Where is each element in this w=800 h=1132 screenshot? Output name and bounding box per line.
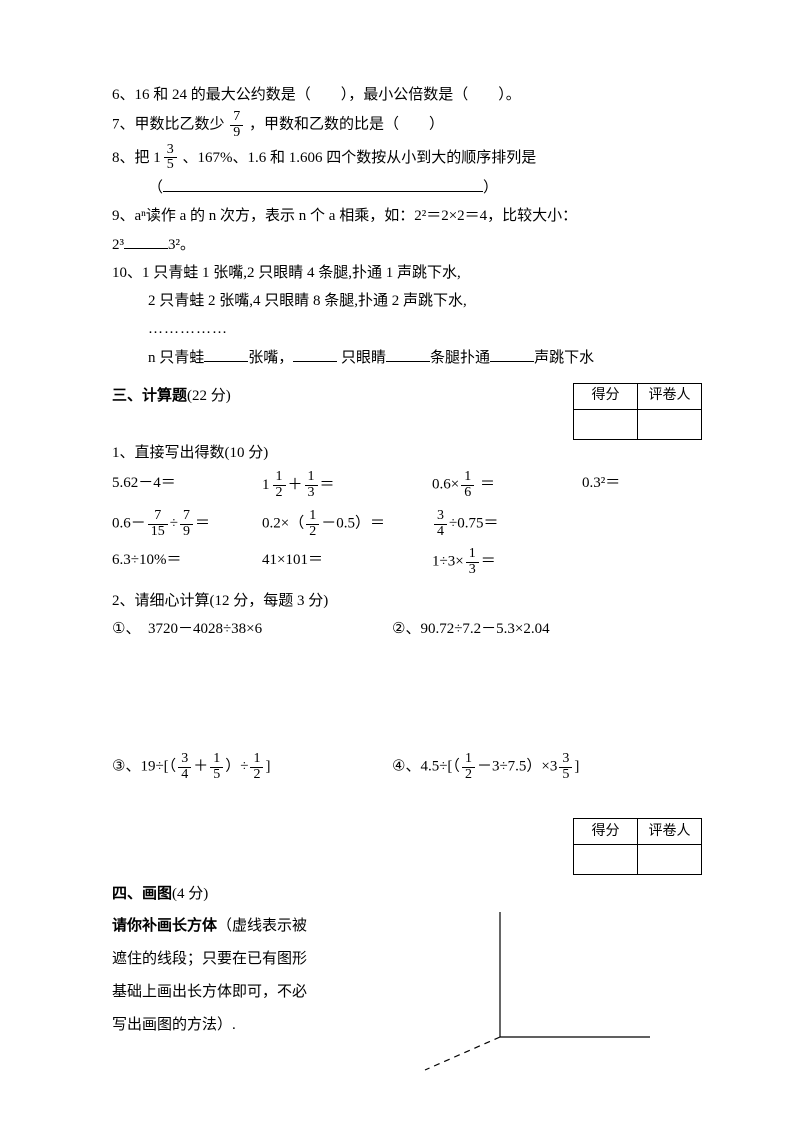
sec3-pts: (22 分) — [187, 388, 231, 404]
text: 0.3²＝ — [582, 475, 620, 491]
grader-label: 评卷人 — [638, 383, 702, 409]
cuboid-diagram — [420, 907, 650, 1072]
question-7: 7、甲数比乙数少 7 9 ，甲数和乙数的比是（ ） — [112, 110, 702, 140]
calc-a2: 112＋13＝ — [262, 470, 432, 501]
question-9-blank: 2³ 3²。 — [112, 232, 702, 258]
grader-cell[interactable] — [638, 409, 702, 439]
grader-cell[interactable] — [638, 845, 702, 875]
calc-c4 — [582, 547, 672, 577]
q8-mixed: 1 3 5 — [153, 143, 179, 173]
text: ②、90.72÷7.2－5.3×2.04 — [392, 621, 550, 637]
text: 遮住的线段；只要在已有图形 — [112, 951, 307, 967]
blank-input[interactable] — [124, 234, 168, 249]
calc-b2: 0.2×（12－0.5）＝ — [262, 509, 432, 539]
score-label: 得分 — [574, 819, 638, 845]
calc-a3: 0.6×16 ＝ — [432, 470, 582, 501]
grader-label: 评卷人 — [638, 819, 702, 845]
q6-text: 6、16 和 24 的最大公约数是（ ），最小公倍数是（ ）。 — [112, 87, 521, 103]
sec3-sub2: 2、请细心计算(12 分，每题 3 分) — [112, 588, 702, 614]
q9-b2: 3²。 — [168, 237, 195, 253]
sec4-pts: (4 分) — [172, 886, 208, 902]
calc-b1: 0.6－715÷79＝ — [112, 509, 262, 539]
text: 41×101＝ — [262, 552, 323, 568]
text: （虚线表示被 — [217, 918, 307, 934]
calc-a1: 5.62－4＝ — [112, 470, 262, 501]
sec4-head: 四、画图 — [112, 886, 172, 902]
calc-c1: 6.3÷10%＝ — [112, 547, 262, 577]
score-table-1: 得分评卷人 — [573, 383, 702, 440]
text: 1、直接写出得数(10 分) — [112, 445, 268, 461]
text: 5.62－4＝ — [112, 475, 176, 491]
text: 条腿扑通 — [430, 350, 490, 366]
q7-a: 7、甲数比乙数少 — [112, 117, 225, 133]
text: 基础上画出长方体即可，不必 — [112, 984, 307, 1000]
paren-l: （ — [148, 180, 163, 196]
p3: ③、19÷[（34＋15）÷12] — [112, 752, 392, 782]
question-10-l2: 2 只青蛙 2 张嘴,4 只眼睛 8 条腿,扑通 2 声跳下水, — [112, 288, 702, 314]
text: 只眼睛 — [337, 350, 386, 366]
question-9: 9、aⁿ读作 a 的 n 次方，表示 n 个 a 相乘，如：2²＝2×2＝4，比… — [112, 203, 702, 229]
question-10-l4: n 只青蛙 张嘴， 只眼睛 条腿扑通 声跳下水 — [112, 345, 702, 371]
text: ①、 3720－4028÷38×6 — [112, 621, 262, 637]
paren-r: ） — [483, 180, 498, 196]
text: n 只青蛙 — [148, 350, 204, 366]
q9-b1: 2³ — [112, 237, 124, 253]
question-6: 6、16 和 24 的最大公约数是（ ），最小公倍数是（ ）。 — [112, 82, 702, 108]
q9-a: 9、aⁿ读作 a 的 n 次方，表示 n 个 a 相乘，如：2²＝2×2＝4，比… — [112, 208, 577, 224]
question-8: 8、把 1 3 5 、167%、1.6 和 1.606 四个数按从小到大的顺序排… — [112, 143, 702, 173]
q8-b: 、167%、1.6 和 1.606 四个数按从小到大的顺序排列是 — [183, 150, 537, 166]
q7-fraction: 7 9 — [230, 110, 243, 140]
p4: ④、4.5÷[（12－3÷7.5）×335] — [392, 752, 672, 782]
score-cell[interactable] — [574, 409, 638, 439]
calc-a4: 0.3²＝ — [582, 470, 672, 501]
section-3-header-row: 得分评卷人 三、计算题(22 分) — [112, 383, 702, 409]
calc-b4 — [582, 509, 672, 539]
calc-c2: 41×101＝ — [262, 547, 432, 577]
text: 2 只青蛙 2 张嘴,4 只眼睛 8 条腿,扑通 2 声跳下水, — [148, 293, 467, 309]
calc-grid-2: ①、 3720－4028÷38×6 ②、90.72÷7.2－5.3×2.04 ③… — [112, 616, 702, 783]
q8-a: 8、把 — [112, 150, 150, 166]
blank-input[interactable] — [204, 347, 248, 362]
text: 2、请细心计算(12 分，每题 3 分) — [112, 593, 328, 609]
text: 请你补画长方体 — [112, 918, 217, 934]
question-10-l3: …………… — [112, 316, 702, 342]
score-label: 得分 — [574, 383, 638, 409]
sec4-instructions: 请你补画长方体（虚线表示被 遮住的线段；只要在已有图形 基础上画出长方体即可，不… — [112, 910, 322, 1042]
blank-input[interactable] — [293, 347, 337, 362]
blank-input[interactable] — [386, 347, 430, 362]
text: …………… — [148, 321, 228, 337]
text: 声跳下水 — [534, 350, 594, 366]
calc-c3: 1÷3×13＝ — [432, 547, 582, 577]
p1: ①、 3720－4028÷38×6 — [112, 616, 392, 642]
blank-input[interactable] — [490, 347, 534, 362]
sec3-sub1: 1、直接写出得数(10 分) — [112, 440, 702, 466]
text: 张嘴， — [248, 350, 293, 366]
q7-b: ，甲数和乙数的比是（ ） — [249, 117, 444, 133]
calc-grid-1: 5.62－4＝ 112＋13＝ 0.6×16 ＝ 0.3²＝ 0.6－715÷7… — [112, 470, 702, 578]
calc-b3: 34÷0.75＝ — [432, 509, 582, 539]
sec3-head: 三、计算题 — [112, 388, 187, 404]
text: 10、1 只青蛙 1 张嘴,2 只眼睛 4 条腿,扑通 1 声跳下水, — [112, 265, 461, 281]
question-10-l1: 10、1 只青蛙 1 张嘴,2 只眼睛 4 条腿,扑通 1 声跳下水, — [112, 260, 702, 286]
text: 写出画图的方法）. — [112, 1017, 236, 1033]
p2: ②、90.72÷7.2－5.3×2.04 — [392, 616, 672, 642]
text: 6.3÷10%＝ — [112, 552, 181, 568]
score-cell[interactable] — [574, 845, 638, 875]
score-table-2: 得分评卷人 — [573, 818, 702, 875]
blank-input[interactable] — [163, 177, 483, 192]
question-8-blank: （） — [112, 175, 702, 201]
